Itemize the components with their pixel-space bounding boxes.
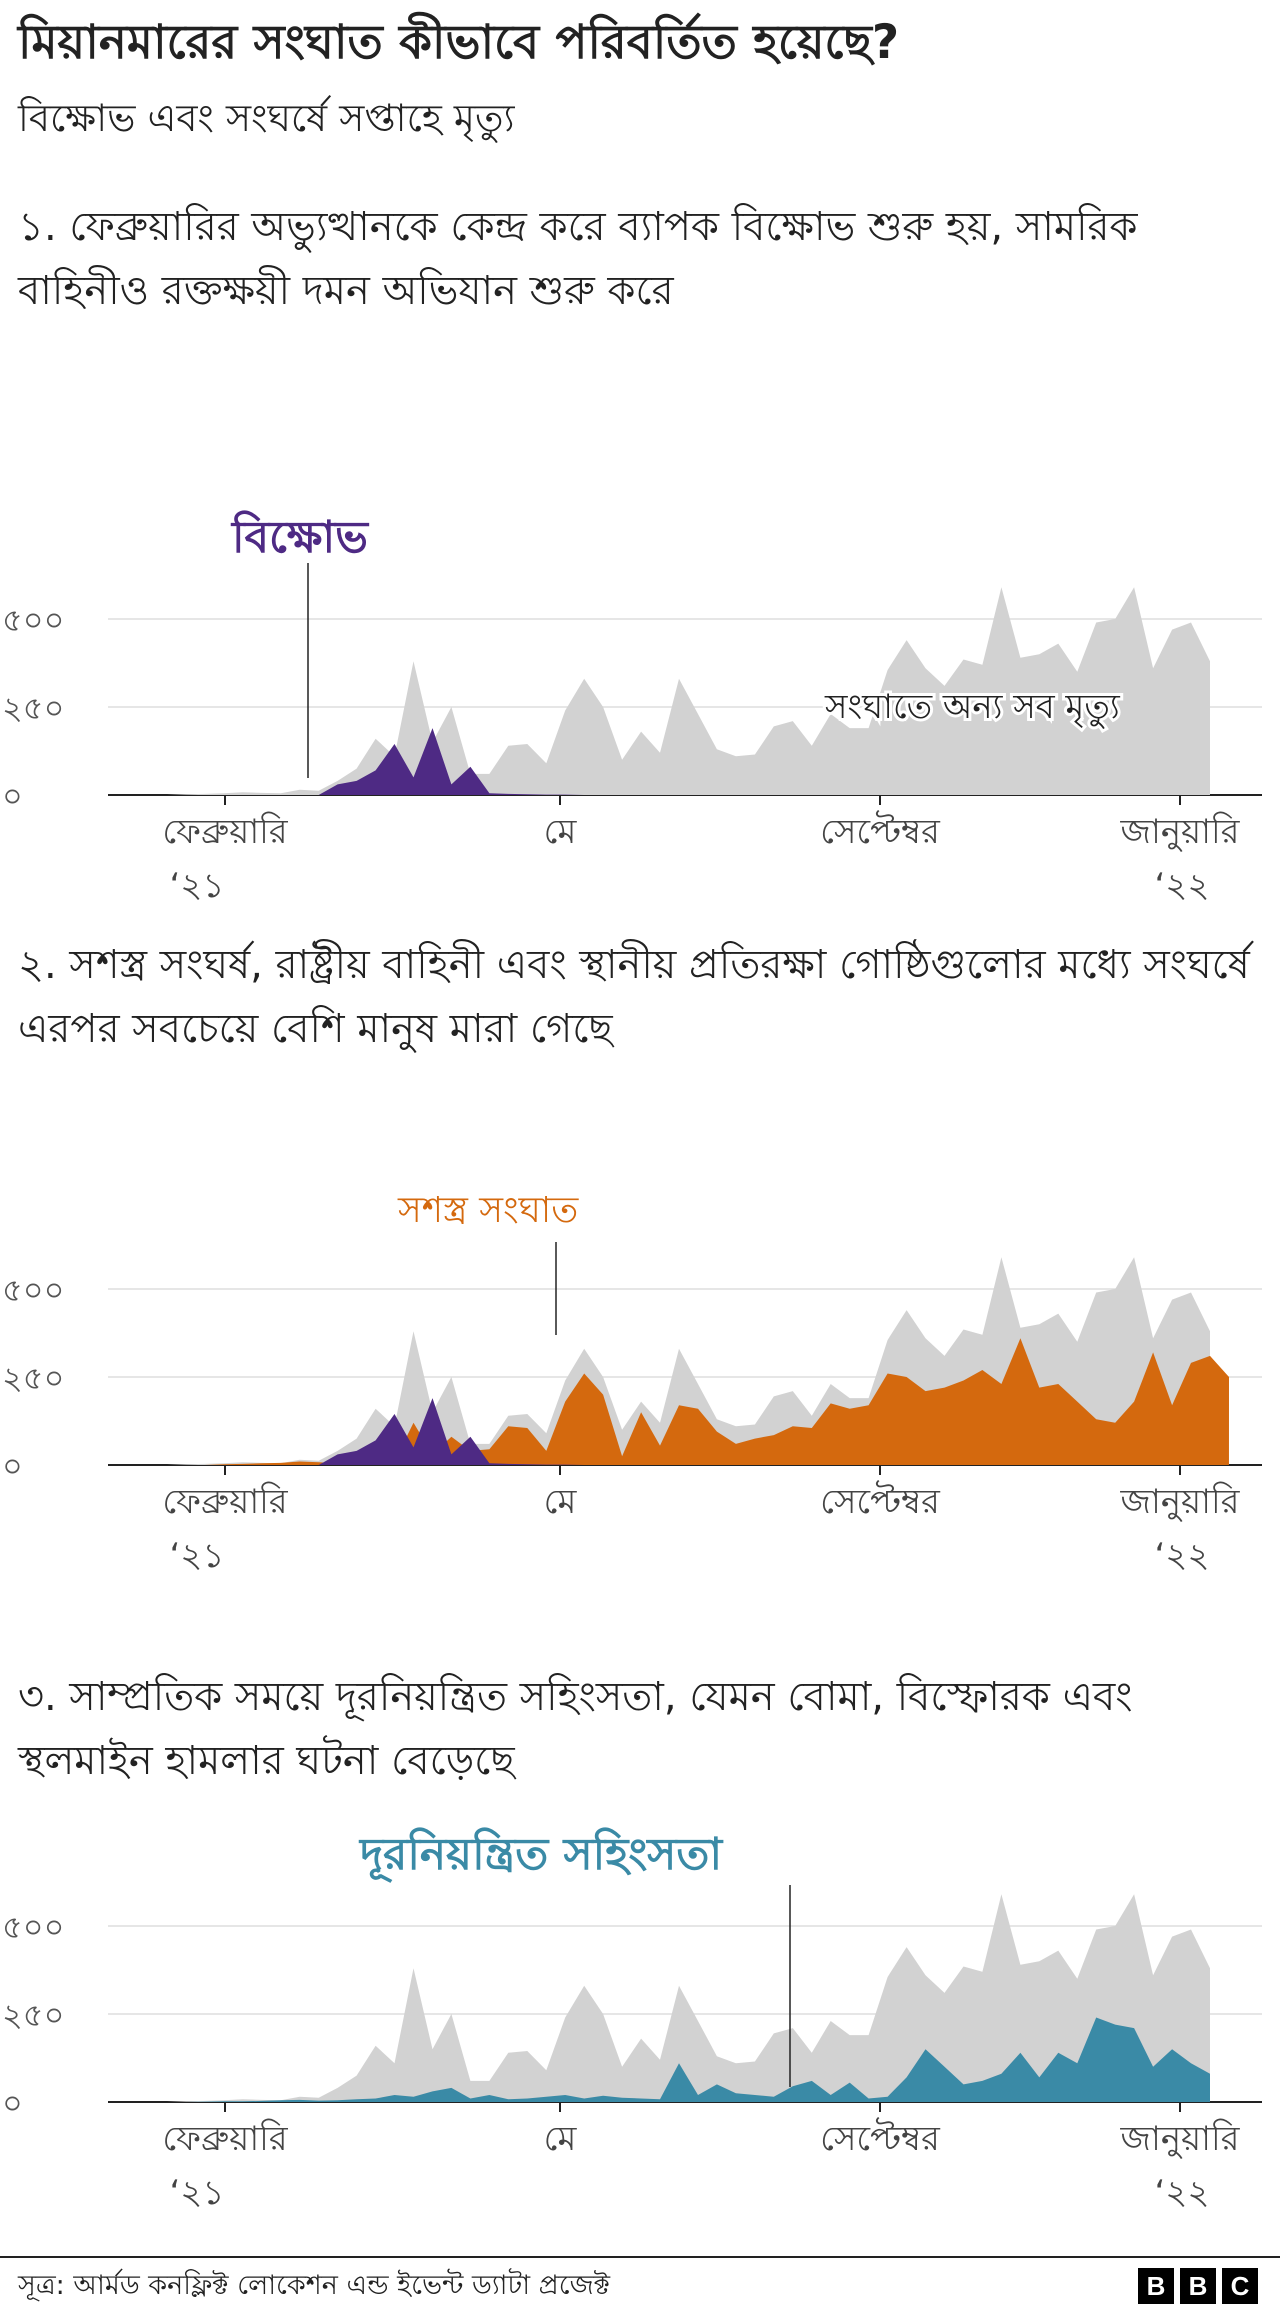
annotation-label: দূরনিয়ন্ত্রিত সহিংসতা bbox=[358, 1827, 724, 1883]
area-series-1 bbox=[148, 2017, 1210, 2102]
y-tick-label: ২৫০ bbox=[2, 689, 64, 727]
footer-rule bbox=[0, 2256, 1280, 2258]
x-tick-label: ফেব্রুয়ারি bbox=[162, 1482, 289, 1522]
section-2-heading: ২. সশস্ত্র সংঘর্ষ, রাষ্ট্রীয় বাহিনী এবং… bbox=[18, 942, 1250, 1052]
x-tick-label: মে bbox=[544, 2119, 578, 2159]
bbc-logo-letter: B bbox=[1180, 2268, 1216, 2304]
x-tick-label: জানুয়ারি bbox=[1120, 1482, 1241, 1522]
y-tick-label: ০ bbox=[2, 1447, 23, 1485]
x-tick-label: ফেব্রুয়ারি bbox=[162, 812, 289, 852]
section-3-heading: ৩. সাম্প্রতিক সময়ে দূরনিয়ন্ত্রিত সহিংস… bbox=[18, 1674, 1133, 1784]
annotation-label: বিক্ষোভ bbox=[230, 510, 370, 563]
annotation-label: সশস্ত্র সংঘাত bbox=[397, 1190, 579, 1231]
x-tick-label: জানুয়ারি bbox=[1120, 812, 1241, 852]
y-tick-label: ২৫০ bbox=[2, 1996, 64, 2034]
x-tick-label: মে bbox=[544, 1482, 578, 1522]
x-tick-label: জানুয়ারি bbox=[1120, 2119, 1241, 2159]
x-tick-label: সেপ্টেম্বর bbox=[820, 2117, 941, 2159]
x-tick-label: মে bbox=[544, 812, 578, 852]
x-tick-label: ‘২২ bbox=[1154, 866, 1209, 906]
y-tick-label: ২৫০ bbox=[2, 1359, 64, 1397]
area-series-1 bbox=[148, 1338, 1229, 1465]
x-tick-label: সেপ্টেম্বর bbox=[820, 810, 941, 852]
bbc-logo: B B C bbox=[1138, 2268, 1258, 2304]
bbc-logo-letter: C bbox=[1222, 2268, 1258, 2304]
x-tick-label: ‘২২ bbox=[1154, 1536, 1209, 1576]
chart-2: ০ ২৫০ ৫০০ ফেব্রুয়ারি ‘২১ মে সেপ্টেম্বর জানুয়া… bbox=[2, 1190, 1262, 1576]
source-note: সূত্র: আর্মড কনফ্লিক্ট লোকেশন এন্ড ইভেন্… bbox=[18, 2270, 611, 2301]
chart-3: ০ ২৫০ ৫০০ ফেব্রুয়ারি ‘২১ মে সেপ্টেম্বর জানুয়া… bbox=[2, 1827, 1262, 2213]
x-tick-label: সেপ্টেম্বর bbox=[820, 1480, 941, 1522]
y-tick-label: ০ bbox=[2, 777, 23, 815]
page-subtitle: বিক্ষোভ এবং সংঘর্ষে সপ্তাহে মৃত্যু bbox=[18, 96, 515, 140]
section-1-heading: ১. ফেব্রুয়ারির অভ্যুত্থানকে কেন্দ্র করে… bbox=[18, 204, 1138, 314]
x-tick-label: ‘২১ bbox=[170, 2173, 225, 2213]
area-series-0 bbox=[148, 587, 1210, 795]
y-tick-label: ৫০০ bbox=[2, 601, 64, 639]
x-tick-label: ‘২১ bbox=[170, 1536, 225, 1576]
annotation-label: সংঘাতে অন্য সব মৃত্যু bbox=[824, 687, 1121, 728]
area-series-0 bbox=[148, 1894, 1210, 2102]
x-tick-label: ‘২১ bbox=[170, 866, 225, 906]
page-title: মিয়ানমারের সংঘাত কীভাবে পরিবর্তিত হয়েছ… bbox=[18, 15, 900, 70]
y-tick-label: ৫০০ bbox=[2, 1271, 64, 1309]
x-tick-label: ‘২২ bbox=[1154, 2173, 1209, 2213]
bbc-logo-letter: B bbox=[1138, 2268, 1174, 2304]
y-tick-label: ০ bbox=[2, 2084, 23, 2122]
y-tick-label: ৫০০ bbox=[2, 1908, 64, 1946]
chart-1: ০ ২৫০ ৫০০ ফেব্রুয়ারি ‘২১ মে সেপ্টেম্বর জানুয়া… bbox=[2, 510, 1262, 906]
x-tick-label: ফেব্রুয়ারি bbox=[162, 2119, 289, 2159]
area-series-1 bbox=[148, 728, 1210, 795]
area-series-2 bbox=[148, 1398, 1248, 1465]
